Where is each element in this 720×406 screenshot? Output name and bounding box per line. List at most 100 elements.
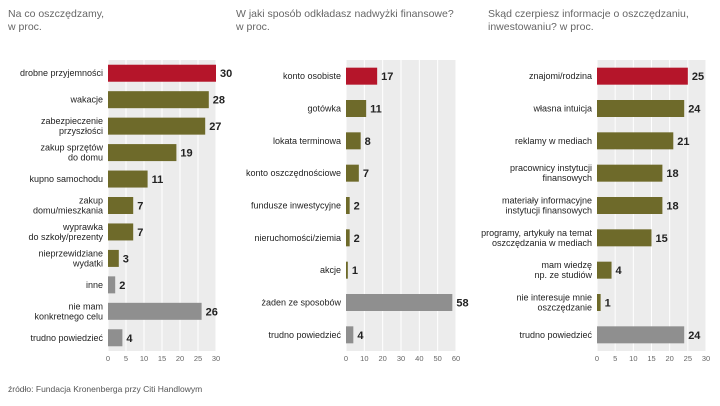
panel-1-title-line-2: w proc. xyxy=(8,21,42,33)
chart-2-value-label: 1 xyxy=(352,265,358,277)
chart-1-category-label: wyprawka xyxy=(62,222,103,232)
chart-2-bar xyxy=(346,294,453,311)
chart-3-value-label: 21 xyxy=(677,136,689,148)
chart-3-category-label: mam wiedzę xyxy=(541,260,592,270)
chart-2-category-label: konto osobiste xyxy=(283,71,341,81)
chart-1-category-label: przyszłości xyxy=(59,126,103,136)
chart-3-bar xyxy=(597,229,652,247)
chart-1-category-label: nieprzewidziane xyxy=(38,248,103,258)
chart-1-value-label: 3 xyxy=(123,253,129,265)
chart-2-tick-label: 40 xyxy=(415,354,423,363)
chart-2-bar xyxy=(346,197,350,214)
chart-1-value-label: 2 xyxy=(119,280,125,292)
chart-3-category-label: własna intuicja xyxy=(532,104,592,114)
chart-2-category-label: fundusze inwestycyjne xyxy=(251,201,341,211)
chart-2-value-label: 7 xyxy=(363,168,369,180)
panel-2-title-line-2: w proc. xyxy=(236,21,270,33)
chart-3-tick-label: 25 xyxy=(684,354,692,363)
chart-1-value-label: 7 xyxy=(137,227,143,239)
chart-3-category-label: oszczędzania w mediach xyxy=(492,238,592,248)
panel-3-title-line-2: inwestowaniu? w proc. xyxy=(488,21,594,33)
chart-3-bar xyxy=(597,132,674,150)
chart-1-bar xyxy=(108,91,209,109)
chart-3-bar xyxy=(597,67,688,85)
panel-3-title: Skąd czerpiesz informacje o oszczędzaniu… xyxy=(488,8,689,34)
chart-2-category-label: trudno powiedzieć xyxy=(268,330,341,340)
chart-3-bar xyxy=(597,100,685,117)
chart-1-bar xyxy=(108,117,206,135)
chart-1-value-label: 27 xyxy=(209,121,221,133)
chart-1-value-label: 28 xyxy=(213,95,225,107)
chart-3-tick-label: 10 xyxy=(629,354,637,363)
chart-3-category-label: reklamy w mediach xyxy=(515,136,592,146)
chart-2-category-label: akcje xyxy=(320,265,341,275)
chart-1-category-label: inne xyxy=(86,280,103,290)
chart-1-tick-label: 10 xyxy=(140,354,148,363)
chart-3-tick-label: 15 xyxy=(647,354,655,363)
chart-3-tick-label: 20 xyxy=(665,354,673,363)
chart-1-category-label: wakacje xyxy=(69,95,103,105)
chart-3-tick-label: 30 xyxy=(702,354,710,363)
panel-1-title-line-1: Na co oszczędzamy, xyxy=(8,8,105,20)
chart-3-category-label: finansowych xyxy=(542,173,592,183)
chart-1-value-label: 11 xyxy=(152,174,164,186)
chart-3-value-label: 15 xyxy=(656,233,668,245)
chart-2-value-label: 2 xyxy=(354,233,360,245)
chart-2-value-label: 11 xyxy=(370,104,382,116)
chart-1-tick-label: 30 xyxy=(212,354,220,363)
chart-2-category-label: lokata terminowa xyxy=(273,136,341,146)
chart-2-bar xyxy=(346,229,350,247)
chart-3-value-label: 18 xyxy=(666,168,678,180)
chart-1-category-label: zabezpieczenie xyxy=(41,116,103,126)
chart-1-tick-label: 0 xyxy=(106,354,110,363)
chart-2-value-label: 58 xyxy=(456,298,468,310)
chart-2-tick-label: 20 xyxy=(378,354,386,363)
chart-1-category-label: do domu xyxy=(68,153,103,163)
chart-3-category-label: trudno powiedzieć xyxy=(519,330,592,340)
chart-1-bar xyxy=(108,170,148,188)
chart-1-bar xyxy=(108,64,216,82)
chart-3-value-label: 1 xyxy=(605,298,611,310)
chart-1-value-label: 26 xyxy=(206,306,218,318)
chart-1-category-label: domu/mieszkania xyxy=(33,206,103,216)
chart-2-value-label: 17 xyxy=(381,71,393,83)
chart-1-tick-label: 25 xyxy=(194,354,202,363)
chart-2-bar xyxy=(346,164,359,182)
chart-2-bar xyxy=(346,100,367,117)
chart-2-category-label: gotówka xyxy=(307,104,341,114)
chart-3-category-label: pracownicy instytucji xyxy=(510,163,592,173)
chart-1-tick-label: 20 xyxy=(176,354,184,363)
chart-1-bar xyxy=(108,223,134,241)
chart-2-bar xyxy=(346,261,348,279)
chart-3-value-label: 24 xyxy=(688,104,701,116)
chart-3-tick-label: 5 xyxy=(613,354,617,363)
chart-3-bar xyxy=(597,197,663,214)
chart-3-tick-label: 0 xyxy=(595,354,599,363)
chart-1-category-label: zakup xyxy=(79,196,103,206)
chart-3-bar xyxy=(597,294,601,311)
chart-2-tick-label: 50 xyxy=(433,354,441,363)
chart-1-category-label: kupno samochodu xyxy=(29,174,103,184)
chart-3-category-label: np. ze studiów xyxy=(534,270,592,280)
chart-1-value-label: 30 xyxy=(220,68,232,80)
chart-3-category-label: oszczędzanie xyxy=(537,303,592,313)
chart-3-bar xyxy=(597,164,663,182)
chart-1-category-label: nie mam xyxy=(68,301,103,311)
chart-3-category-label: znajomi/rodzina xyxy=(529,71,592,81)
chart-1-bar xyxy=(108,302,202,320)
chart-2-tick-label: 30 xyxy=(397,354,405,363)
chart-2-value-label: 4 xyxy=(357,330,364,342)
chart-3-category-label: instytucji finansowych xyxy=(505,206,592,216)
chart-3-value-label: 18 xyxy=(666,201,678,213)
chart-1-bar xyxy=(108,249,119,267)
chart-1-tick-label: 5 xyxy=(124,354,128,363)
chart-3-value-label: 25 xyxy=(692,71,704,83)
chart-3-bar xyxy=(597,326,685,344)
chart-2-bar xyxy=(346,326,354,344)
chart-2-category-label: nieruchomości/ziemia xyxy=(254,233,341,243)
chart-1-category-label: konkretnego celu xyxy=(34,311,103,321)
chart-1-category-label: trudno powiedzieć xyxy=(30,333,103,343)
panel-3-title-line-1: Skąd czerpiesz informacje o oszczędzaniu… xyxy=(488,8,689,20)
chart-3-value-label: 4 xyxy=(616,265,623,277)
